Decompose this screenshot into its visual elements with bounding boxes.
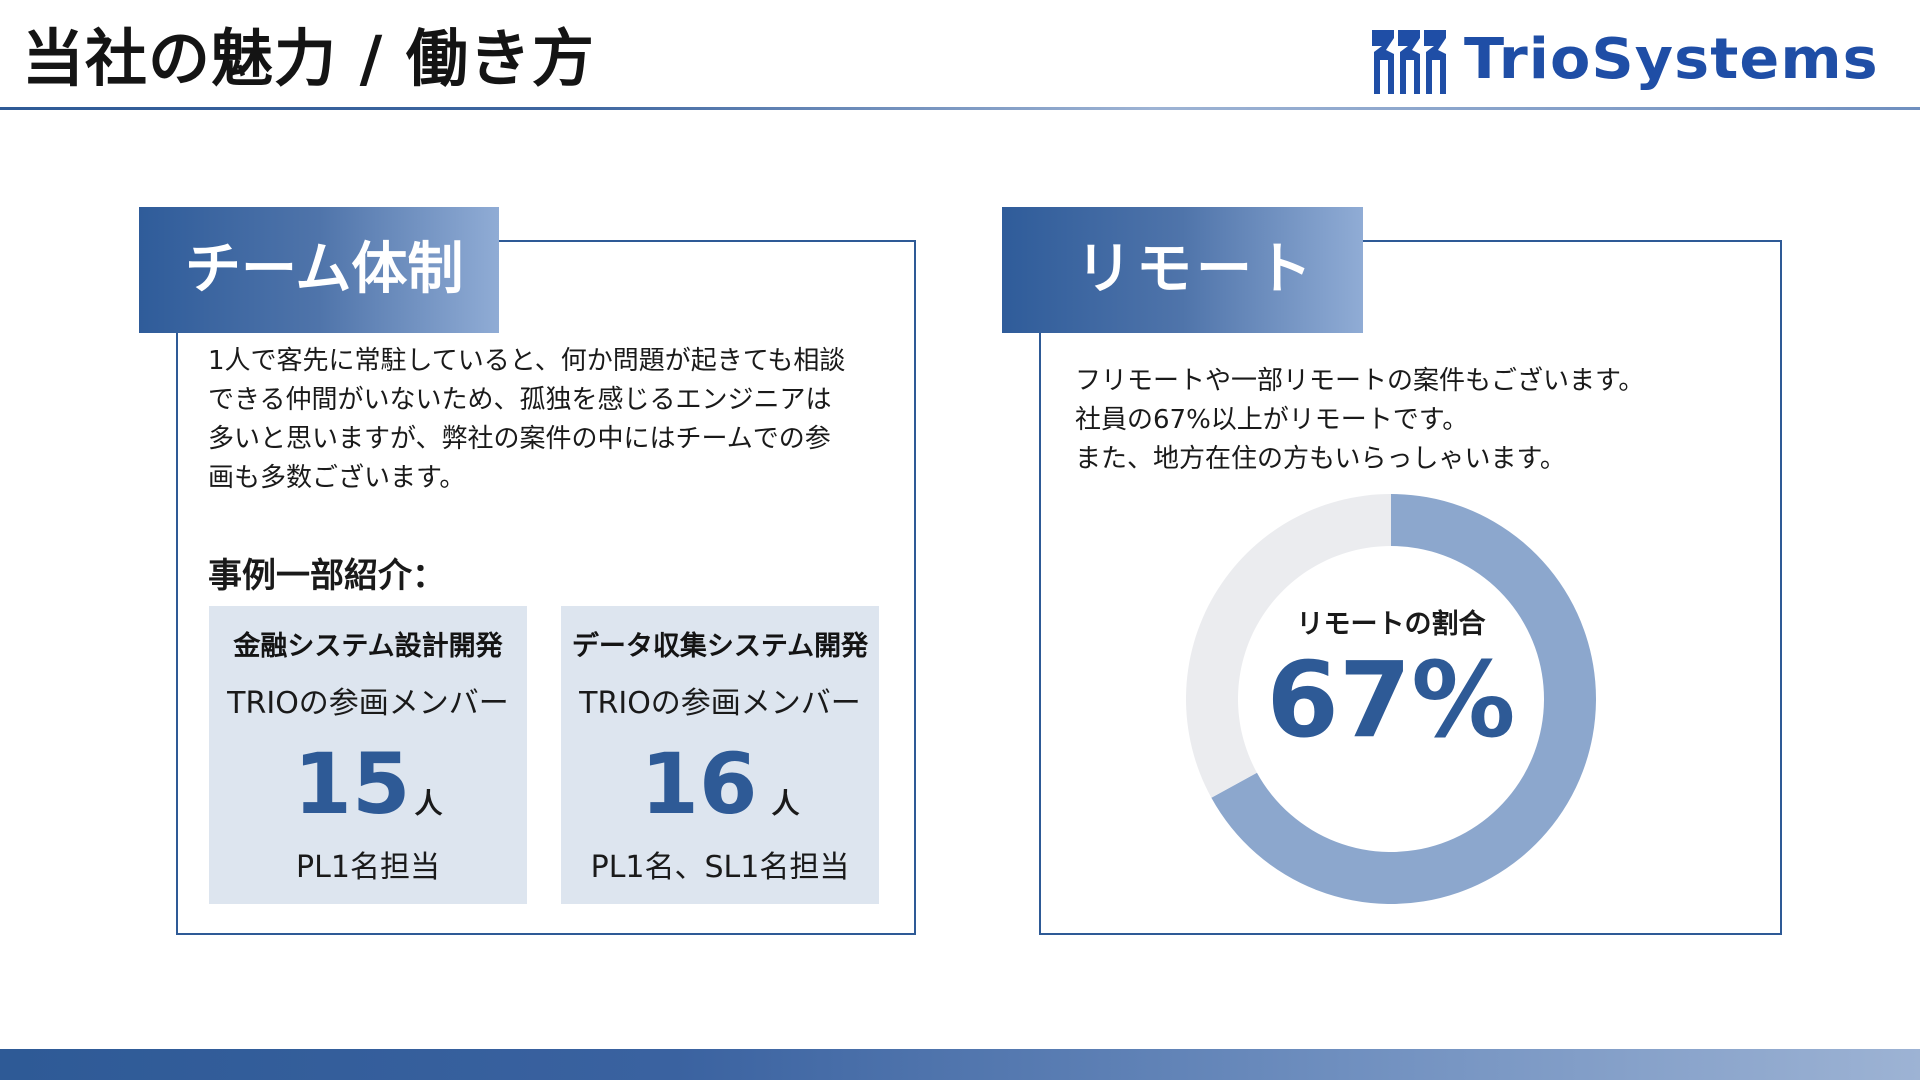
case-member-count: 15 人: [209, 736, 527, 832]
team-description-line: 多いと思いますが、弊社の案件の中にはチームでの参: [208, 424, 831, 454]
count-unit: 人: [771, 787, 800, 820]
count-number: 16: [640, 735, 758, 833]
donut-center-value: 67%: [1266, 639, 1516, 761]
remote-description-line: フリモートや一部リモートの案件もございます。: [1075, 366, 1645, 396]
remote-description: フリモートや一部リモートの案件もございます。 社員の67%以上がリモートです。 …: [1075, 362, 1765, 479]
case-title: データ収集システム開発: [571, 631, 869, 662]
remote-ratio-donut: リモートの割合 67%: [1186, 494, 1596, 904]
page-title: 当社の魅力 / 働き方: [22, 22, 595, 95]
logo-mark-icon: [1372, 30, 1446, 94]
case-card-data-collection: データ収集システム開発 TRIOの参画メンバー 16 人 PL1名、SL1名担当: [561, 606, 879, 904]
case-role: PL1名、SL1名担当: [590, 850, 850, 885]
donut-title: リモートの割合: [1296, 609, 1486, 640]
remote-panel: [1039, 240, 1782, 935]
logo-text: TrioSystems: [1464, 27, 1879, 92]
remote-description-line: また、地方在住の方もいらっしゃいます。: [1075, 444, 1566, 474]
donut-slice-other: [1186, 494, 1391, 798]
remote-description-line: 社員の67%以上がリモートです。: [1075, 405, 1469, 435]
team-description-line: 1人で客先に常駐していると、何か問題が起きても相談: [208, 346, 846, 376]
remote-heading-tab: リモート: [1002, 207, 1363, 333]
company-logo: TrioSystems: [1368, 22, 1898, 98]
team-heading-tab: チーム体制: [139, 207, 499, 333]
footer-band: [0, 1049, 1920, 1080]
donut-chart: [1186, 494, 1596, 904]
team-description-line: 画も多数ございます。: [208, 463, 466, 493]
cases-heading: 事例一部紹介：: [208, 556, 446, 596]
case-card-finance: 金融システム設計開発 TRIOの参画メンバー 15 人 PL1名担当: [209, 606, 527, 904]
title-rule: [0, 107, 1920, 110]
count-unit: 人: [414, 787, 443, 820]
case-members-label: TRIOの参画メンバー: [579, 686, 861, 721]
team-description-line: できる仲間がいないため、孤独を感じるエンジニアは: [208, 385, 832, 415]
case-members-label: TRIOの参画メンバー: [227, 686, 509, 721]
case-title: 金融システム設計開発: [233, 631, 503, 662]
team-description: 1人で客先に常駐していると、何か問題が起きても相談 できる仲間がいないため、孤独…: [208, 342, 898, 498]
case-member-count: 16 人: [561, 736, 879, 832]
count-number: 15: [293, 735, 411, 833]
case-role: PL1名担当: [296, 850, 440, 885]
